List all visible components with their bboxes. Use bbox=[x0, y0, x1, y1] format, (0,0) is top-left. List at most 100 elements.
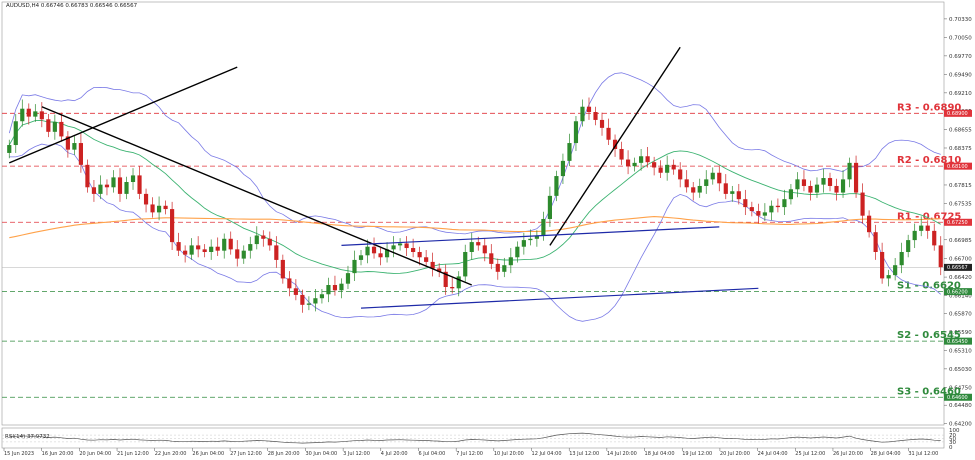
trendline-up-early bbox=[8, 66, 238, 164]
x-tick-label: 14 Jul 20:00 bbox=[607, 451, 637, 456]
level-label: S3 - 0.6460 bbox=[897, 386, 961, 397]
candle-body bbox=[137, 175, 142, 194]
candle-body bbox=[730, 191, 735, 194]
candle-body bbox=[665, 164, 670, 173]
candle-body bbox=[932, 230, 937, 246]
candle-body bbox=[756, 211, 761, 216]
candle-body bbox=[384, 249, 390, 258]
candle-body bbox=[293, 288, 298, 295]
y-tick-label: 0.65030 bbox=[949, 367, 972, 373]
candle-body bbox=[560, 160, 566, 177]
x-tick-label: 10 Jul 20:00 bbox=[494, 451, 524, 456]
x-tick-label: 19 Jul 12:00 bbox=[682, 451, 712, 456]
candle-body bbox=[521, 240, 526, 247]
candle-body bbox=[906, 240, 911, 252]
candle-body bbox=[697, 185, 702, 193]
candle-body bbox=[280, 259, 285, 279]
rsi-pane-frame bbox=[1, 427, 945, 449]
candle-body bbox=[795, 179, 800, 190]
candle-body bbox=[925, 225, 930, 231]
candle-body bbox=[893, 265, 898, 276]
x-tick-label: 15 Jun 2023 bbox=[4, 451, 34, 456]
candle-body bbox=[443, 271, 448, 287]
level-price-tag-text: 0.68900 bbox=[947, 111, 968, 117]
candle-body bbox=[938, 245, 943, 268]
y-tick-label: 0.66140 bbox=[949, 294, 972, 300]
candle-body bbox=[814, 184, 820, 193]
x-tick-label: 13 Jul 12:00 bbox=[569, 451, 599, 456]
candle-body bbox=[228, 238, 233, 250]
candle-body bbox=[899, 251, 904, 266]
channel-lower-line bbox=[360, 287, 759, 309]
candle-body bbox=[912, 230, 917, 241]
candle-body bbox=[502, 265, 507, 272]
candle-body bbox=[541, 218, 546, 236]
y-tick-label: 0.69490 bbox=[949, 72, 972, 78]
symbol-header: AUDUSD,H4 0.66746 0.66783 0.66546 0.6656… bbox=[6, 3, 138, 9]
candle-body bbox=[358, 255, 364, 260]
candle-body bbox=[59, 121, 64, 137]
candle-body bbox=[287, 278, 292, 289]
y-tick-label: 0.66985 bbox=[949, 238, 972, 244]
level-price-tag-text: 0.66200 bbox=[947, 289, 968, 295]
candle-body bbox=[573, 121, 579, 144]
price-pane-frame bbox=[1, 1, 945, 426]
level-label: R3 - 0.6890 bbox=[897, 102, 961, 113]
candle-body bbox=[46, 119, 51, 132]
candle-body bbox=[678, 169, 683, 180]
candle-body bbox=[919, 225, 924, 231]
candle-body bbox=[424, 257, 429, 262]
candle-body bbox=[202, 249, 207, 252]
candle-body bbox=[143, 193, 149, 205]
candle-body bbox=[508, 257, 513, 266]
candle-body bbox=[769, 205, 774, 213]
candle-body bbox=[691, 187, 696, 193]
level-label: S1 - 0.6620 bbox=[897, 281, 961, 292]
level-price-tag bbox=[944, 288, 972, 296]
candle-body bbox=[880, 251, 885, 279]
candle-body bbox=[176, 242, 181, 251]
x-tick-label: 26 Jun 04:00 bbox=[192, 451, 224, 456]
y-tick-label: 0.65310 bbox=[949, 348, 972, 354]
candle-body bbox=[261, 235, 266, 239]
candle-body bbox=[534, 235, 539, 239]
candle-body bbox=[248, 244, 253, 251]
level-label: R2 - 0.6810 bbox=[897, 155, 961, 166]
candle-body bbox=[352, 259, 357, 274]
y-tick-label: 0.67535 bbox=[949, 201, 972, 207]
x-tick-label: 26 Jul 20:00 bbox=[833, 451, 863, 456]
candle-body bbox=[821, 178, 826, 185]
y-tick-label: 0.66420 bbox=[949, 275, 972, 281]
level-price-tag-text: 0.64600 bbox=[947, 395, 968, 401]
candle-body bbox=[827, 178, 833, 186]
candle-body bbox=[886, 275, 891, 279]
candle-body bbox=[319, 294, 325, 299]
candle-body bbox=[782, 199, 787, 208]
x-tick-label: 4 Jul 20:00 bbox=[381, 451, 408, 456]
candle-body bbox=[411, 248, 416, 252]
trendline-down bbox=[41, 106, 473, 286]
candle-body bbox=[222, 238, 227, 251]
y-tick-label: 0.67815 bbox=[949, 183, 972, 189]
candle-body bbox=[267, 238, 272, 246]
candle-body bbox=[170, 209, 175, 243]
candle-body bbox=[78, 143, 83, 165]
y-tick-label: 0.64200 bbox=[949, 422, 972, 428]
candle-body bbox=[723, 183, 728, 194]
candle-body bbox=[13, 121, 18, 146]
x-tick-label: 6 Jul 04:00 bbox=[418, 451, 445, 456]
candle-body bbox=[476, 242, 481, 246]
candle-body bbox=[254, 235, 259, 245]
candle-body bbox=[658, 167, 663, 173]
candle-body bbox=[599, 119, 605, 128]
candle-body bbox=[235, 249, 240, 259]
level-label: S2 - 0.6545 bbox=[897, 330, 961, 341]
candle-body bbox=[20, 108, 25, 122]
rsi-tick-label: 70 bbox=[949, 433, 956, 439]
candle-body bbox=[450, 286, 455, 289]
x-tick-label: 12 Jul 04:00 bbox=[532, 451, 562, 456]
candle-body bbox=[163, 205, 168, 210]
candle-body bbox=[306, 303, 311, 305]
